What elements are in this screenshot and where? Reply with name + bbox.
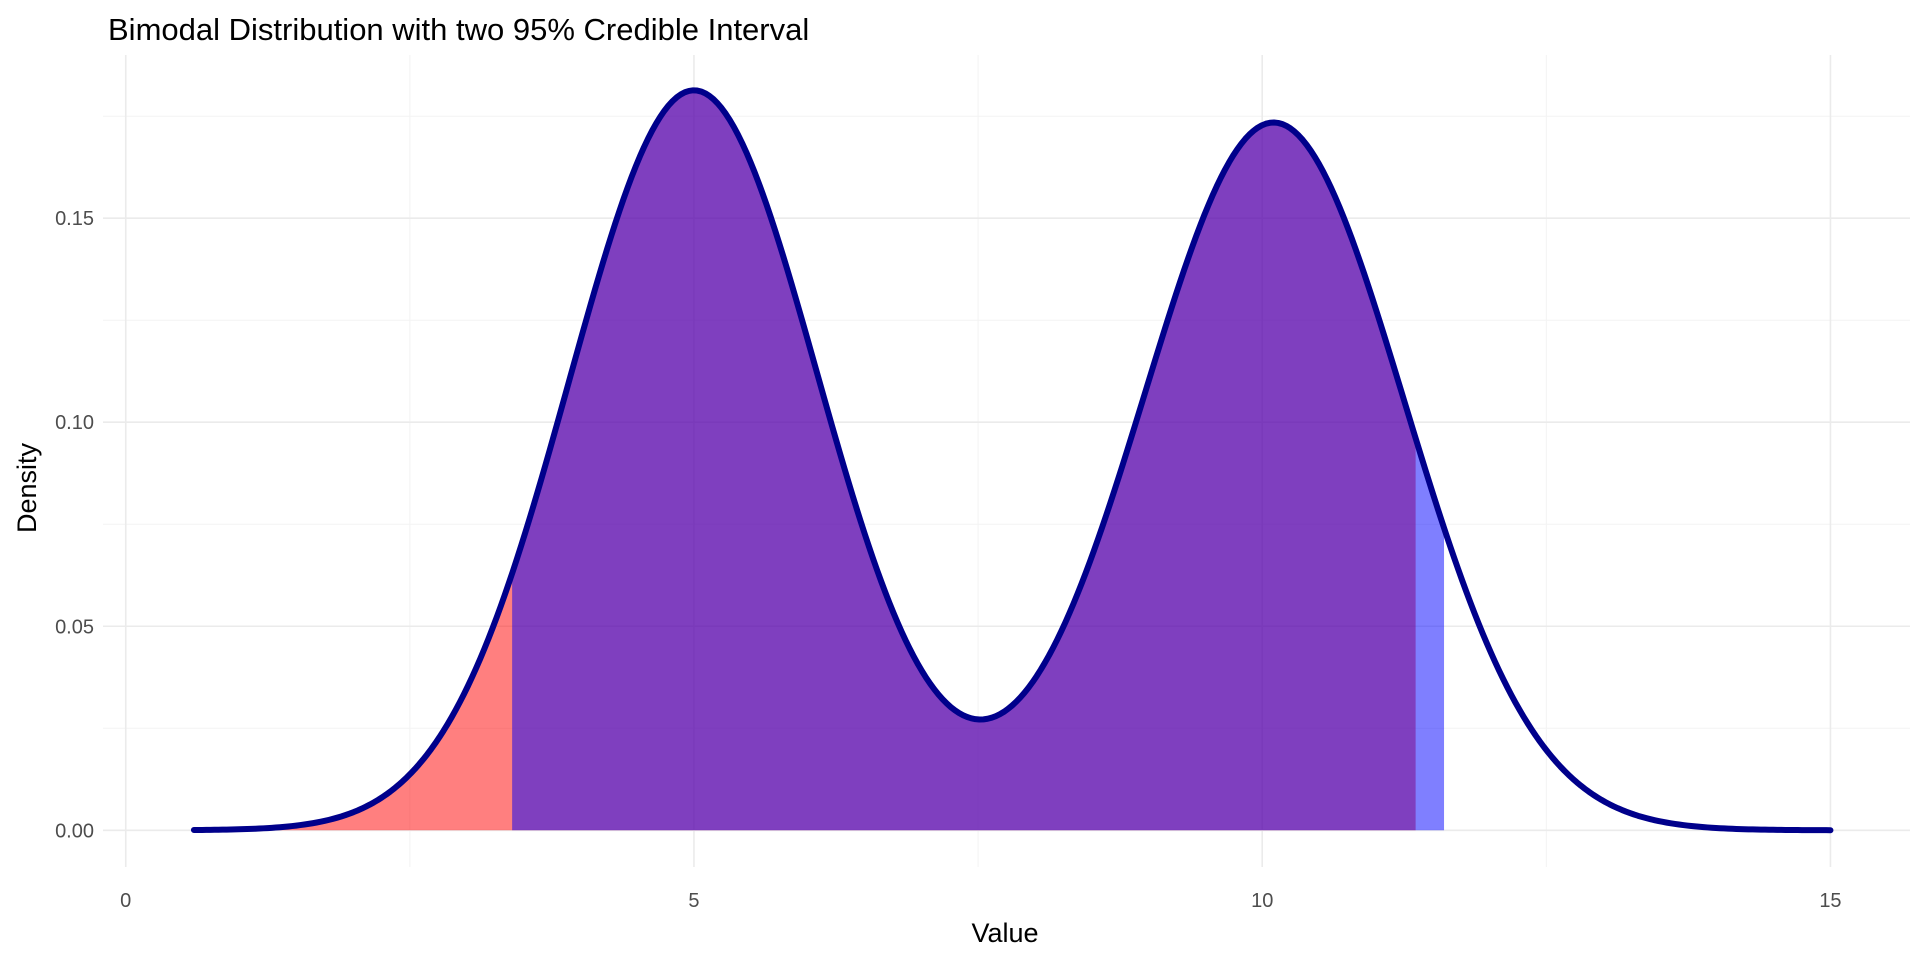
x-axis-label: Value xyxy=(971,918,1038,948)
y-tick-label-0: 0.00 xyxy=(55,820,94,842)
x-tick-label-3: 15 xyxy=(1819,890,1841,912)
minor-grid xyxy=(103,55,1910,867)
y-tick-label-1: 0.05 xyxy=(55,616,94,638)
y-tick-label-2: 0.10 xyxy=(55,412,94,434)
x-tick-label-0: 0 xyxy=(120,890,131,912)
y-axis-label: Density xyxy=(12,442,42,533)
credible-intervals xyxy=(193,90,1445,831)
chart-title: Bimodal Distribution with two 95% Credib… xyxy=(108,12,809,47)
x-axis-ticks: 0 5 10 15 xyxy=(120,890,1841,912)
density-curve xyxy=(190,87,1834,834)
y-axis-ticks: 0.00 0.05 0.10 0.15 xyxy=(55,208,94,842)
y-tick-label-3: 0.15 xyxy=(55,208,94,230)
x-tick-label-2: 10 xyxy=(1251,890,1273,912)
x-tick-label-1: 5 xyxy=(688,890,699,912)
credible-interval-2 xyxy=(512,90,1445,831)
density-curve-group xyxy=(190,87,1834,834)
